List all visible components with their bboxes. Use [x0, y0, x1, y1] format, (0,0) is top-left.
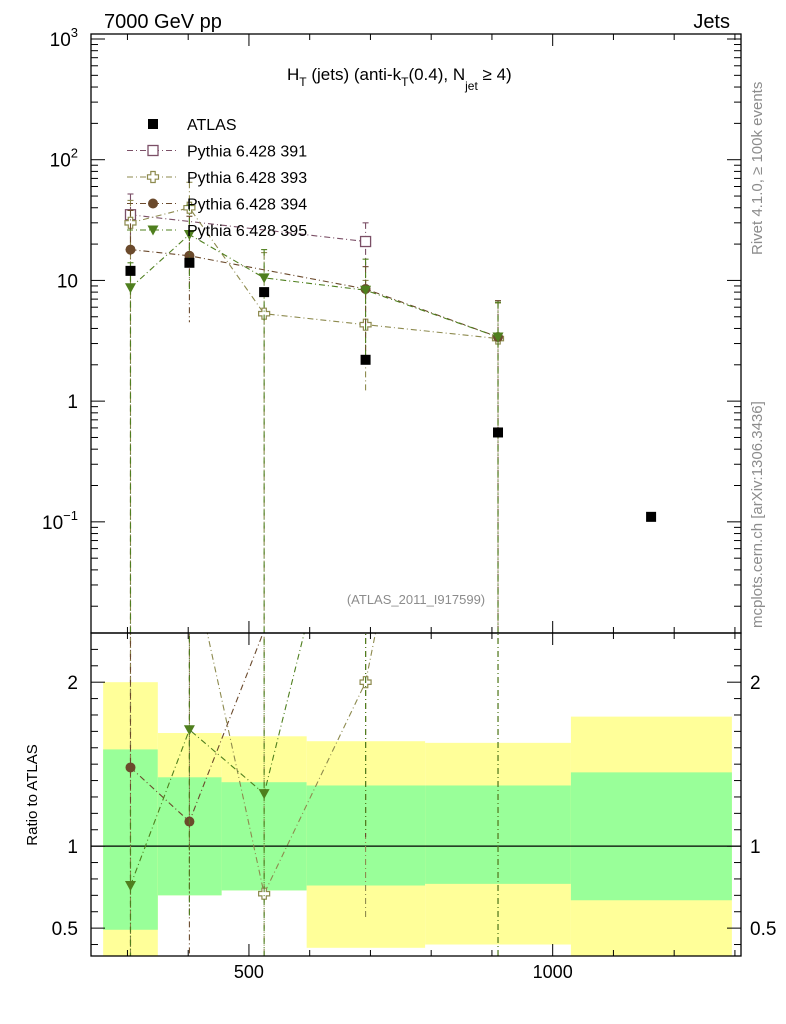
legend-marker-s393	[146, 170, 160, 184]
ratio-ylabel: Ratio to ATLAS	[24, 744, 41, 845]
xtick-label-0: 500	[234, 962, 264, 982]
series-s394	[125, 209, 504, 633]
rivet-version-label: Rivet 4.1.0, ≥ 100k events	[749, 82, 766, 255]
ytick-label-2: 10	[57, 271, 78, 292]
series-line-s393	[130, 207, 499, 340]
series-s395	[124, 204, 504, 633]
xtick-label-1: 1000	[533, 962, 573, 982]
series-s393	[124, 181, 505, 633]
legend-marker-atlas	[148, 119, 158, 129]
ratio-frame	[90, 632, 742, 957]
header-left: 7000 GeV pp	[104, 11, 222, 33]
ytick-label-0: 103	[50, 25, 78, 51]
chart-title: HT (jets) (anti-kT(0.4), Njet ≥ 4)	[287, 65, 512, 93]
point-s395-1	[183, 230, 195, 241]
legend-label-atlas: ATLAS	[187, 117, 237, 134]
point-atlas-0	[125, 265, 136, 276]
mcplots-label: mcplots.cern.ch [arXiv:1306.3436]	[749, 401, 766, 628]
rtick-label-left-2: 2	[67, 673, 78, 694]
ratio-point-s395-1	[183, 725, 195, 736]
point-s394-0	[125, 244, 136, 255]
rtick-label-right-2: 2	[750, 673, 761, 694]
ytick-label-1: 102	[50, 146, 78, 172]
legend-marker-s394	[148, 198, 158, 209]
legend-label-s394: Pythia 6.428 394	[187, 197, 307, 214]
point-s391-1	[359, 235, 372, 248]
header-right: Jets	[693, 11, 730, 33]
rtick-label-right-1: 1	[750, 837, 761, 858]
ratio-point-s395-2	[258, 789, 270, 800]
point-s395-2	[258, 273, 270, 284]
point-atlas-3	[360, 354, 371, 365]
point-s395-4	[492, 332, 504, 343]
point-s395-0	[124, 283, 136, 294]
ratio-line-s394	[130, 633, 264, 823]
point-atlas-1	[184, 257, 195, 268]
legend-marker-s391	[147, 144, 159, 157]
rtick-label-right-0: 0.5	[750, 919, 776, 940]
main-series	[124, 181, 657, 633]
rtick-label-left-0: 0.5	[52, 919, 78, 940]
ratio-point-s393-2	[258, 887, 271, 900]
series-line-s395	[130, 233, 499, 338]
band-inner-5	[570, 772, 732, 901]
ratio-point-s394-0	[125, 762, 136, 773]
point-atlas-2	[259, 287, 270, 298]
series-atlas	[125, 257, 657, 522]
ytick-label-4: 10−1	[42, 508, 78, 534]
legend-marker-s395	[147, 225, 159, 236]
legend-label-s391: Pythia 6.428 391	[187, 144, 307, 161]
ratio-series-s395	[124, 633, 499, 956]
point-atlas-5	[646, 511, 657, 522]
analysis-watermark: (ATLAS_2011_I917599)	[347, 592, 485, 607]
point-s393-2	[258, 307, 271, 320]
point-s395-3	[360, 285, 372, 296]
legend: ATLAS Pythia 6.428 391 Pythia 6.428 393 Pyt…	[127, 117, 307, 240]
ytick-label-3: 1	[67, 392, 78, 413]
legend-label-s393: Pythia 6.428 393	[187, 170, 307, 187]
series-line-s391	[130, 214, 366, 243]
ratio-series-s391	[129, 633, 132, 780]
legend-label-s395: Pythia 6.428 395	[187, 223, 307, 240]
ratio-point-s395-0	[124, 880, 136, 891]
ratio-series	[124, 633, 499, 956]
rtick-label-left-1: 1	[67, 837, 78, 858]
point-atlas-4	[493, 427, 504, 438]
series-line-s394	[130, 249, 499, 338]
point-s393-0	[124, 216, 137, 229]
